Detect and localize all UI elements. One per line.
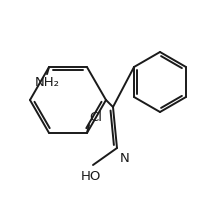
Text: N: N xyxy=(120,152,130,165)
Text: HO: HO xyxy=(81,170,101,183)
Text: Cl: Cl xyxy=(89,111,102,124)
Text: NH₂: NH₂ xyxy=(34,76,59,89)
